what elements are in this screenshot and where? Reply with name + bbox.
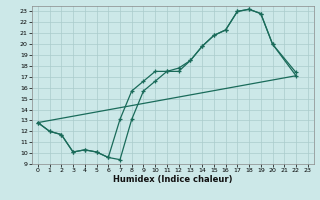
X-axis label: Humidex (Indice chaleur): Humidex (Indice chaleur) — [113, 175, 233, 184]
